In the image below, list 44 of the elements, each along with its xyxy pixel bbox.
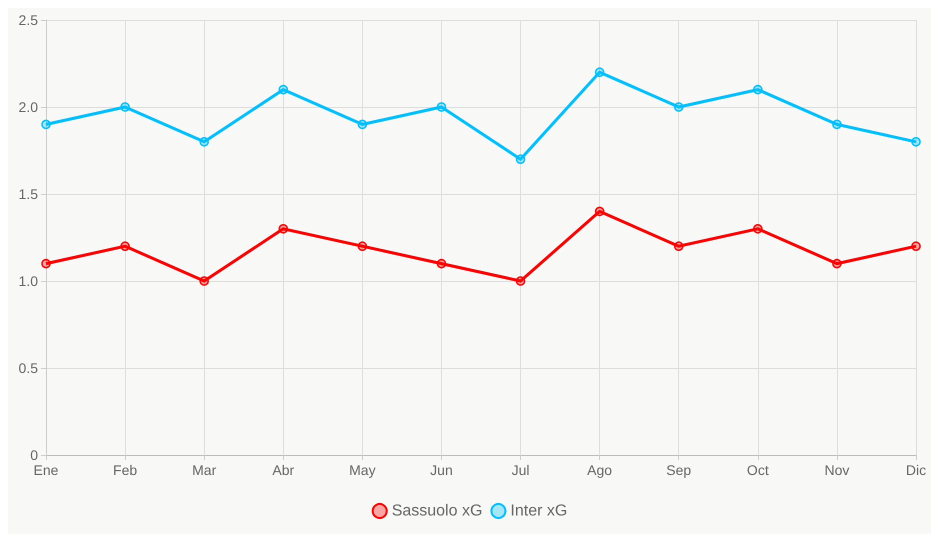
- x-tick-label: Mar: [192, 462, 217, 478]
- point: [278, 84, 288, 94]
- point: [120, 102, 130, 112]
- legend-label: Sassuolo xG: [392, 502, 482, 520]
- point: [516, 154, 526, 164]
- point: [911, 241, 921, 251]
- point: [120, 241, 130, 251]
- point: [41, 258, 51, 268]
- point: [199, 137, 209, 147]
- y-tick-label: 2.5: [18, 12, 38, 28]
- y-tick-label: 1.5: [18, 186, 38, 202]
- x-tick-label: Ene: [34, 462, 59, 478]
- point: [41, 120, 51, 130]
- point: [516, 276, 526, 286]
- x-tick-label: Jun: [430, 462, 453, 478]
- point: [832, 258, 842, 268]
- point: [436, 258, 446, 268]
- point: [358, 120, 368, 130]
- y-tick-label: 1.0: [18, 273, 38, 289]
- point: [674, 241, 684, 251]
- x-tick-label: Feb: [113, 462, 138, 478]
- point: [436, 102, 446, 112]
- point: [278, 224, 288, 234]
- y-tick-label: 0: [30, 447, 38, 463]
- x-tick-label: May: [349, 462, 376, 478]
- point: [753, 224, 763, 234]
- x-tick-label: Dic: [906, 462, 926, 478]
- x-tick-label: Sep: [666, 462, 692, 478]
- point: [199, 276, 209, 286]
- legend-label: Inter xG: [510, 502, 568, 520]
- point: [753, 84, 763, 94]
- point: [674, 102, 684, 112]
- point: [358, 241, 368, 251]
- x-tick-label: Oct: [746, 462, 769, 478]
- point: [594, 67, 604, 77]
- y-tick-label: 0.5: [18, 360, 38, 376]
- point: [832, 120, 842, 130]
- y-tick-label: 2.0: [18, 99, 38, 115]
- point: [594, 206, 604, 216]
- x-tick-label: Nov: [824, 462, 850, 478]
- x-tick-label: Jul: [512, 462, 530, 478]
- x-tick-label: Ago: [587, 462, 612, 478]
- x-tick-label: Abr: [272, 462, 294, 478]
- point: [911, 137, 921, 147]
